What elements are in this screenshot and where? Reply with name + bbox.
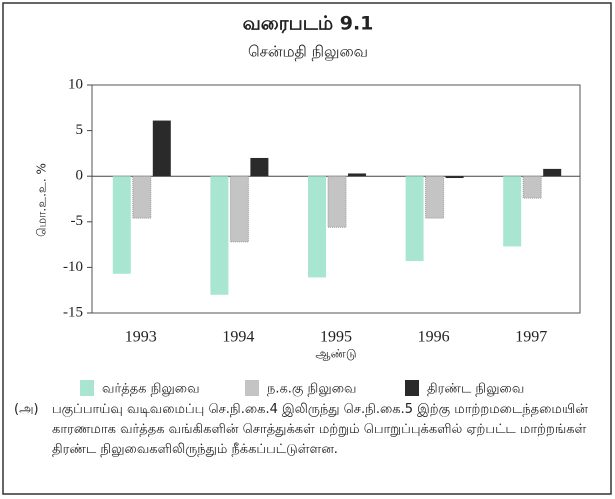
y-tick-label: 10 bbox=[68, 76, 83, 92]
bar bbox=[250, 157, 269, 177]
x-tick-label: 1994 bbox=[222, 329, 254, 346]
footnote-text: பகுப்பாய்வு வடிவமைப்பு செ.நி.கை.4 இலிருந… bbox=[52, 402, 588, 457]
x-axis-label: ஆண்டு bbox=[315, 347, 356, 361]
bar bbox=[210, 176, 229, 295]
bar bbox=[425, 175, 445, 219]
x-tick-label: 1996 bbox=[418, 329, 450, 346]
y-tick-label: 0 bbox=[76, 168, 84, 184]
plot-area bbox=[91, 84, 581, 314]
bar bbox=[152, 120, 171, 177]
frame bbox=[2, 2, 612, 495]
chart-subtitle: சென்மதி நிலுவை bbox=[248, 43, 368, 62]
x-tick-label: 1995 bbox=[320, 329, 352, 346]
legend-label: வர்த்தக நிலுவை bbox=[102, 382, 200, 397]
bar bbox=[229, 175, 249, 243]
bar bbox=[308, 176, 326, 278]
footnote: (அ) பகுப்பாய்வு வடிவமைப்பு செ.நி.கை.4 இல… bbox=[14, 400, 604, 460]
y-tick-label: -10 bbox=[63, 259, 83, 275]
bar bbox=[503, 176, 522, 247]
x-tick-label: 1993 bbox=[125, 329, 157, 346]
bar bbox=[348, 173, 366, 177]
footnote-marker: (அ) bbox=[14, 402, 39, 417]
bar bbox=[112, 176, 131, 274]
legend-swatch bbox=[405, 380, 419, 396]
bar bbox=[445, 176, 464, 179]
chart-title: வரைபடம் 9.1 bbox=[243, 13, 374, 35]
legend-label: திரண்ட நிலுவை bbox=[427, 382, 524, 397]
x-tick-label: 1997 bbox=[515, 329, 547, 346]
y-axis-label: மொ.உ.உ. % bbox=[35, 163, 49, 237]
bar bbox=[132, 175, 152, 219]
y-tick-label: 5 bbox=[76, 122, 84, 138]
bar bbox=[327, 175, 347, 228]
legend-swatch bbox=[80, 380, 94, 396]
y-tick-label: -5 bbox=[71, 213, 84, 229]
bar bbox=[543, 168, 562, 177]
legend-swatch bbox=[245, 380, 259, 396]
bar bbox=[522, 175, 542, 199]
bar bbox=[405, 176, 424, 262]
legend-label: ந.க.கு நிலுவை bbox=[267, 382, 356, 397]
y-tick-label: -15 bbox=[63, 304, 83, 320]
